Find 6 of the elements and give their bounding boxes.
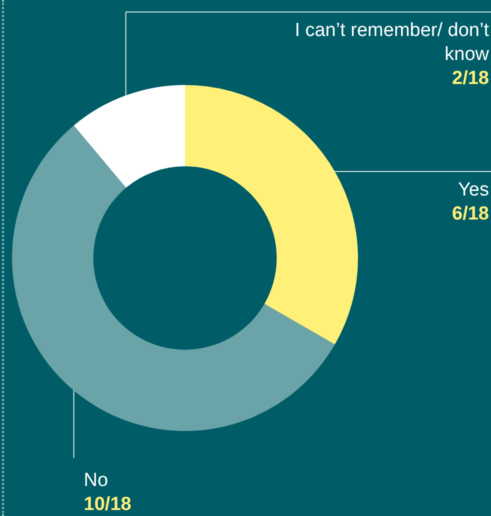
slice-label: No (84, 470, 108, 491)
slice-label: Yes (458, 180, 489, 200)
data-label: 10/18 (84, 494, 132, 515)
data-label: 2/18 (452, 68, 489, 89)
slice-label: I can’t remember/ don’t know (294, 20, 490, 65)
data-label: 6/18 (452, 204, 489, 224)
